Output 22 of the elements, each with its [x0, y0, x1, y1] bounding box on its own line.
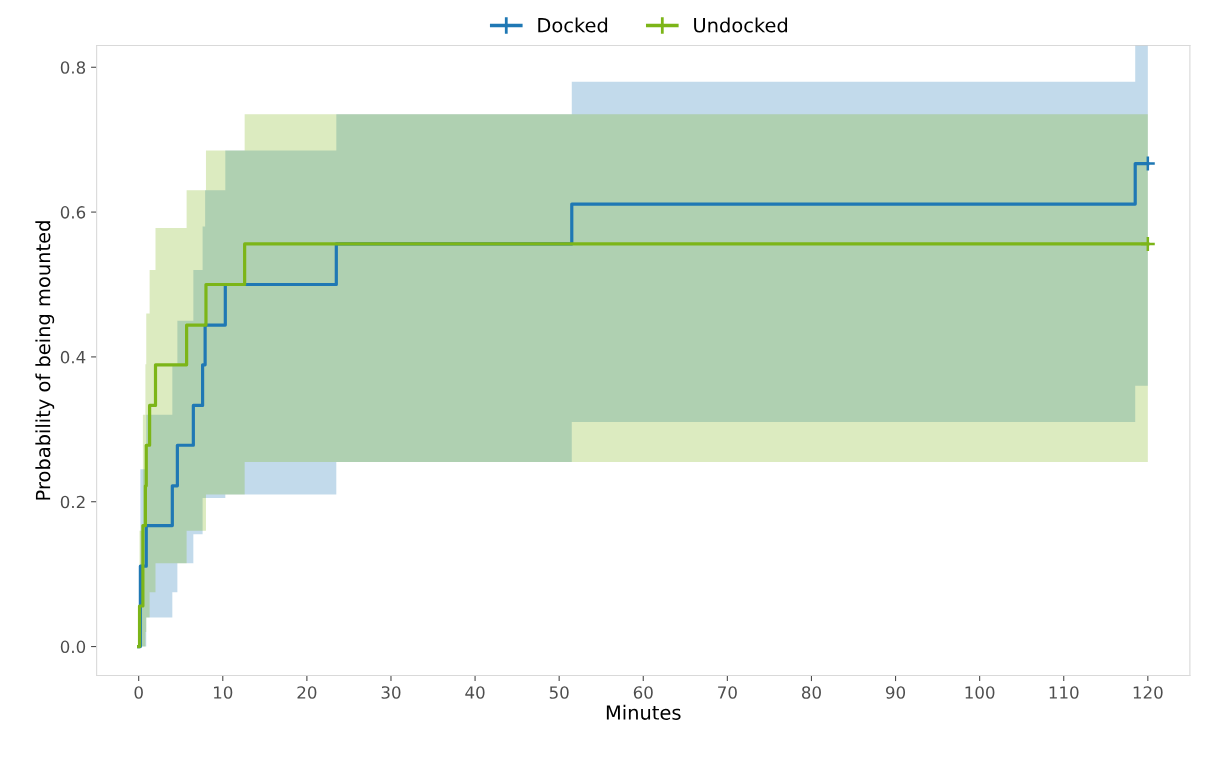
x-tick-label: 80 [801, 686, 821, 699]
legend-label: Undocked [694, 17, 788, 33]
y-tick-label: 0.4 [60, 350, 86, 364]
x-tick-label: 0 [134, 686, 143, 699]
x-tick-label: 50 [549, 686, 569, 699]
x-tick-label: 100 [965, 686, 995, 699]
x-tick-label: 30 [381, 686, 401, 699]
legend-label: Docked [538, 17, 608, 33]
x-tick-label: 90 [885, 686, 906, 699]
y-tick-label: 0.6 [60, 206, 86, 219]
x-tick-label: 40 [465, 686, 485, 699]
x-tick-label: 120 [1133, 686, 1163, 699]
x-tick-label: 10 [214, 686, 233, 699]
x-tick-label: 70 [718, 686, 737, 699]
x-tick-label: 20 [297, 686, 317, 699]
y-axis-title: Probability of being mounted [35, 221, 55, 500]
y-tick-label: 0.0 [60, 640, 86, 654]
y-tick-label: 0.2 [60, 495, 85, 509]
x-axis-title: Minutes [606, 704, 681, 720]
x-tick-label: 110 [1049, 686, 1079, 699]
x-tick-label: 60 [633, 686, 653, 699]
y-tick-label: 0.8 [60, 61, 86, 74]
